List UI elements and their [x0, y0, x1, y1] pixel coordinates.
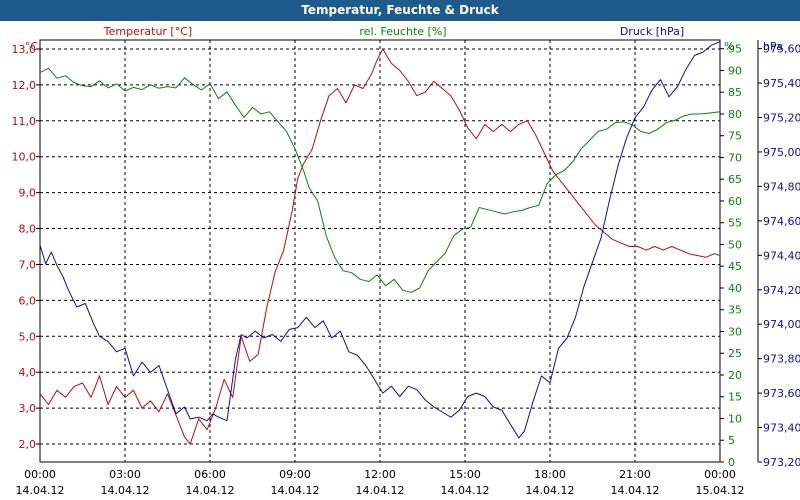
humidity-series-label: rel. Feuchte [%]: [359, 25, 446, 38]
pressure-tick-label: 974,20: [763, 284, 800, 297]
humidity-tick-label: 25: [728, 347, 742, 360]
pressure-tick-label: 973,80: [763, 353, 800, 366]
x-tick-time: 12:00: [364, 468, 396, 481]
pressure-tick-label: 975,40: [763, 77, 800, 90]
humidity-tick-label: 95: [728, 43, 742, 56]
temperature-series-label: Temperatur [°C]: [103, 25, 192, 38]
pressure-tick-label: 974,00: [763, 318, 800, 331]
axes: [36, 40, 762, 463]
temperature-tick-label: 6,0: [19, 294, 37, 307]
x-tick-time: 18:00: [534, 468, 566, 481]
temperature-line: [39, 48, 721, 445]
pressure-series-label: Druck [hPa]: [620, 25, 684, 38]
humidity-tick-label: 85: [728, 86, 742, 99]
humidity-tick-label: 50: [728, 238, 742, 251]
pressure-tick-label: 975,60: [763, 43, 800, 56]
temperature-tick-label: 5,0: [19, 330, 37, 343]
temperature-tick-label: 9,0: [19, 187, 37, 200]
x-tick-date: 14.04.12: [441, 484, 490, 497]
humidity-tick-label: 70: [728, 151, 742, 164]
x-tick-date: 15.04.12: [696, 484, 745, 497]
labels: 00:00 14.04.12 03:00 14.04.12 06:00 14.04.12 0…: [12, 25, 800, 497]
humidity-tick-label: 60: [728, 195, 742, 208]
pressure-tick-label: 973,60: [763, 387, 800, 400]
temperature-tick-label: 13,0: [12, 43, 37, 56]
x-tick-date: 14.04.12: [271, 484, 320, 497]
pressure-tick-label: 973,20: [763, 456, 800, 469]
chart-title: Temperatur, Feuchte & Druck: [0, 0, 800, 21]
humidity-tick-label: 35: [728, 304, 742, 317]
x-tick-date: 14.04.12: [101, 484, 150, 497]
pressure-tick-label: 973,40: [763, 422, 800, 435]
x-tick-time: 21:00: [619, 468, 651, 481]
humidity-tick-label: 5: [728, 434, 735, 447]
x-tick-time: 00:00: [24, 468, 56, 481]
humidity-tick-label: 0: [728, 456, 735, 469]
temperature-tick-label: 11,0: [12, 115, 37, 128]
pressure-tick-label: 974,40: [763, 249, 800, 262]
x-tick-date: 14.04.12: [356, 484, 405, 497]
x-tick-date: 14.04.12: [186, 484, 235, 497]
humidity-tick-label: 65: [728, 173, 742, 186]
x-tick-time: 06:00: [194, 468, 226, 481]
temperature-unit-label: °C: [25, 40, 39, 53]
temperature-tick-label: 3,0: [19, 402, 37, 415]
temperature-tick-label: 2,0: [19, 438, 37, 451]
pressure-tick-label: 974,60: [763, 215, 800, 228]
pressure-tick-label: 975,20: [763, 112, 800, 125]
temperature-tick-label: 8,0: [19, 223, 37, 236]
x-tick-date: 14.04.12: [16, 484, 65, 497]
x-tick-time: 00:00: [704, 468, 736, 481]
x-tick-time: 09:00: [279, 468, 311, 481]
x-tick-time: 03:00: [109, 468, 141, 481]
humidity-tick-label: 40: [728, 282, 742, 295]
pressure-tick-label: 974,80: [763, 180, 800, 193]
humidity-tick-label: 10: [728, 412, 742, 425]
temperature-tick-label: 10,0: [12, 151, 37, 164]
x-tick-date: 14.04.12: [526, 484, 575, 497]
series-group: [39, 41, 721, 445]
humidity-tick-label: 45: [728, 260, 742, 273]
pressure-line: [39, 41, 721, 439]
humidity-tick-label: 30: [728, 325, 742, 338]
humidity-tick-label: 90: [728, 64, 742, 77]
x-tick-date: 14.04.12: [611, 484, 660, 497]
humidity-tick-label: 55: [728, 217, 742, 230]
x-tick-time: 15:00: [449, 468, 481, 481]
humidity-tick-label: 15: [728, 391, 742, 404]
humidity-tick-label: 20: [728, 369, 742, 382]
pressure-unit-label: hPa: [763, 40, 783, 53]
humidity-line: [39, 67, 721, 293]
grid: [39, 39, 721, 463]
humidity-unit-label: %: [724, 40, 734, 53]
pressure-tick-label: 975,00: [763, 146, 800, 159]
humidity-tick-label: 80: [728, 108, 742, 121]
temperature-tick-label: 4,0: [19, 366, 37, 379]
humidity-tick-label: 75: [728, 130, 742, 143]
temperature-tick-label: 12,0: [12, 79, 37, 92]
temperature-tick-label: 7,0: [19, 258, 37, 271]
